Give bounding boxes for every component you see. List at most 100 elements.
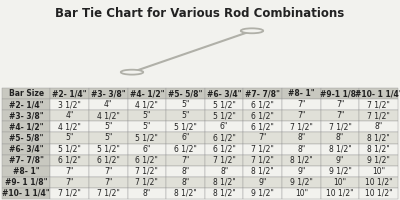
Bar <box>359 88 398 99</box>
Text: Bar Tie Chart for Various Rod Combinations: Bar Tie Chart for Various Rod Combinatio… <box>55 7 345 20</box>
Bar <box>205 188 244 199</box>
Text: #9- 1 1/8": #9- 1 1/8" <box>5 178 48 187</box>
Text: 7 1/2": 7 1/2" <box>136 178 158 187</box>
Text: 7 1/2": 7 1/2" <box>136 167 158 176</box>
Text: 8": 8" <box>220 167 228 176</box>
Bar <box>321 121 359 132</box>
Text: 6 1/2": 6 1/2" <box>136 156 158 165</box>
Text: 7 1/2": 7 1/2" <box>251 145 274 154</box>
Text: 7 1/2": 7 1/2" <box>58 189 81 198</box>
Text: 5": 5" <box>104 122 112 131</box>
Text: 8 1/2": 8 1/2" <box>290 156 313 165</box>
Text: 7 1/2": 7 1/2" <box>367 100 390 109</box>
Text: 8": 8" <box>336 133 344 142</box>
Bar <box>2 166 50 177</box>
Bar <box>244 177 282 188</box>
Text: 5 1/2": 5 1/2" <box>136 133 158 142</box>
Bar <box>205 144 244 155</box>
Text: #4- 1/2": #4- 1/2" <box>130 89 164 98</box>
Bar <box>359 177 398 188</box>
Bar <box>128 132 166 144</box>
Text: 5 1/2": 5 1/2" <box>58 145 81 154</box>
Text: 9 1/2": 9 1/2" <box>290 178 313 187</box>
Text: 8 1/2": 8 1/2" <box>367 145 390 154</box>
Bar <box>128 155 166 166</box>
Text: #5- 5/8": #5- 5/8" <box>9 133 43 142</box>
Text: 7 1/2": 7 1/2" <box>213 156 236 165</box>
Text: 7": 7" <box>297 111 306 120</box>
Bar <box>166 121 205 132</box>
Bar <box>359 155 398 166</box>
Text: 10 1/2": 10 1/2" <box>365 189 392 198</box>
Bar <box>128 121 166 132</box>
Text: #2- 1/4": #2- 1/4" <box>52 89 87 98</box>
Text: 5": 5" <box>143 111 151 120</box>
Bar <box>321 155 359 166</box>
Text: 10 1/2": 10 1/2" <box>365 178 392 187</box>
Text: 4": 4" <box>104 100 112 109</box>
Text: 7": 7" <box>66 167 74 176</box>
Text: 6 1/2": 6 1/2" <box>251 111 274 120</box>
Text: 9 1/2": 9 1/2" <box>251 189 274 198</box>
Bar <box>89 166 128 177</box>
Bar <box>89 121 128 132</box>
Text: 8": 8" <box>181 178 190 187</box>
Text: #10- 1 1/4": #10- 1 1/4" <box>2 189 50 198</box>
Bar <box>89 88 128 99</box>
Bar <box>2 88 50 99</box>
Text: 9": 9" <box>258 178 267 187</box>
Text: 8": 8" <box>297 133 306 142</box>
Bar <box>205 88 244 99</box>
Bar <box>2 121 50 132</box>
Bar <box>2 99 50 110</box>
Text: 5": 5" <box>104 133 112 142</box>
Bar <box>282 177 321 188</box>
Bar <box>89 99 128 110</box>
Text: 8": 8" <box>297 145 306 154</box>
Text: #8- 1": #8- 1" <box>13 167 40 176</box>
Text: 6": 6" <box>143 145 151 154</box>
Text: 8 1/2": 8 1/2" <box>174 189 197 198</box>
Text: 7": 7" <box>336 100 344 109</box>
Text: 8": 8" <box>181 167 190 176</box>
Text: 8 1/2": 8 1/2" <box>329 145 352 154</box>
Bar <box>2 132 50 144</box>
Text: 7": 7" <box>297 100 306 109</box>
Text: #9-1 1/8": #9-1 1/8" <box>320 89 360 98</box>
Bar <box>359 99 398 110</box>
Text: 6": 6" <box>181 133 190 142</box>
Bar <box>166 188 205 199</box>
Text: 7 1/2": 7 1/2" <box>251 156 274 165</box>
Bar <box>166 132 205 144</box>
Bar <box>50 132 89 144</box>
Bar <box>244 121 282 132</box>
Text: 7": 7" <box>66 178 74 187</box>
Text: 6 1/2": 6 1/2" <box>251 122 274 131</box>
Bar <box>128 110 166 121</box>
Bar <box>166 177 205 188</box>
Bar <box>359 188 398 199</box>
Text: #6- 3/4": #6- 3/4" <box>207 89 242 98</box>
Text: #10- 1 1/4": #10- 1 1/4" <box>355 89 400 98</box>
Bar <box>2 188 50 199</box>
Bar <box>244 88 282 99</box>
Bar <box>282 110 321 121</box>
Bar <box>244 99 282 110</box>
Bar <box>166 110 205 121</box>
Bar <box>244 155 282 166</box>
Bar <box>244 132 282 144</box>
Bar <box>50 144 89 155</box>
Bar <box>2 110 50 121</box>
Bar <box>89 188 128 199</box>
Text: 10 1/2": 10 1/2" <box>326 189 354 198</box>
Bar <box>321 177 359 188</box>
Circle shape <box>121 70 143 75</box>
Bar <box>2 177 50 188</box>
Bar <box>244 166 282 177</box>
Text: 4": 4" <box>66 111 74 120</box>
Bar <box>166 144 205 155</box>
Text: #5- 5/8": #5- 5/8" <box>168 89 203 98</box>
Text: 5": 5" <box>181 100 190 109</box>
Text: #6- 3/4": #6- 3/4" <box>9 145 44 154</box>
Bar <box>166 166 205 177</box>
